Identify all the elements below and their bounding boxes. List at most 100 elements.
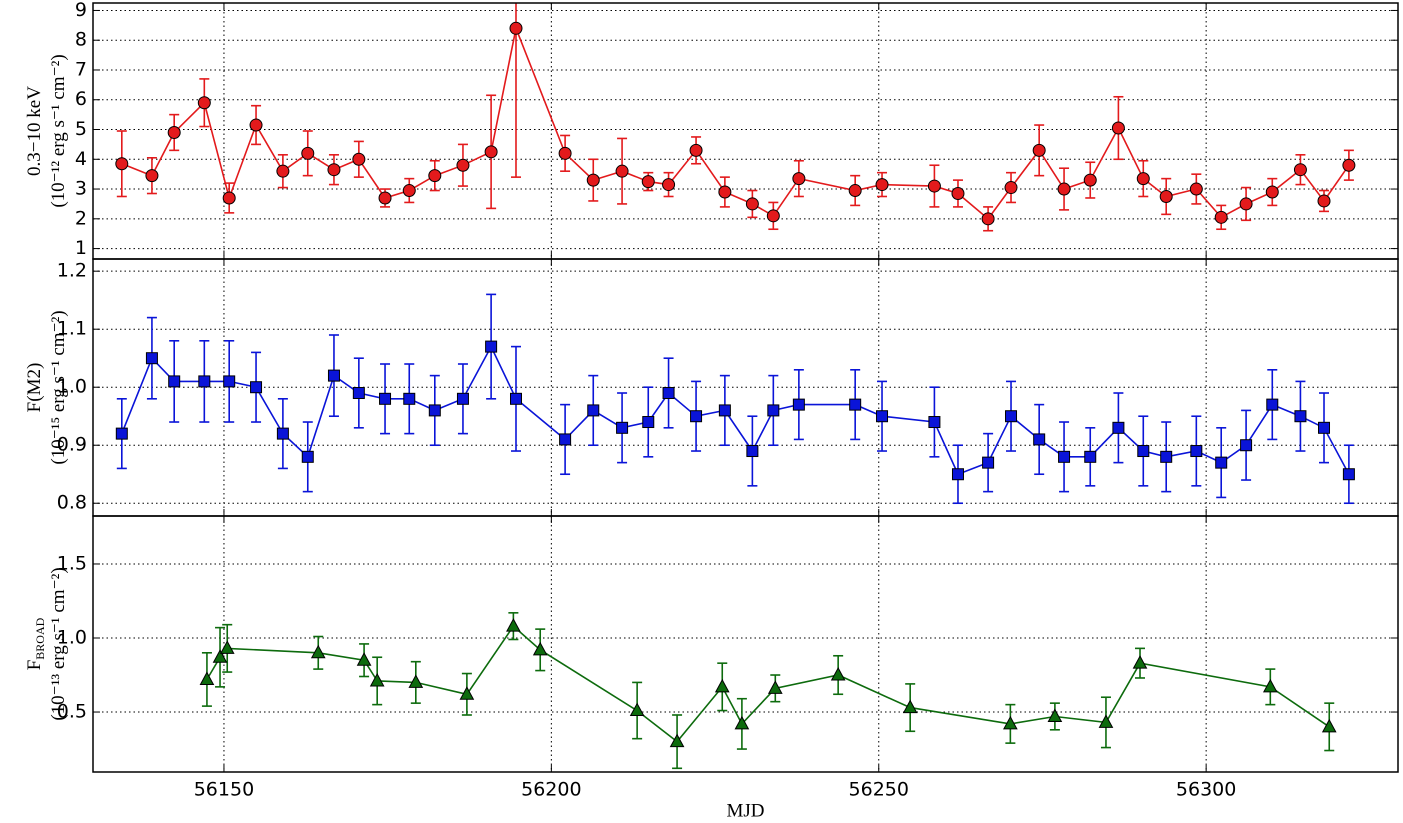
- marker: [408, 674, 424, 688]
- marker: [506, 618, 521, 632]
- marker: [168, 375, 181, 388]
- x-tick-label: 56300: [1176, 779, 1236, 801]
- marker: [532, 641, 548, 656]
- marker: [1262, 678, 1278, 693]
- y-tick-label: 4: [75, 148, 87, 170]
- y-tick-label: 0.5: [57, 701, 87, 723]
- marker: [352, 387, 365, 400]
- marker: [1215, 456, 1228, 469]
- marker: [249, 118, 263, 132]
- panel-frame: [92, 2, 1399, 260]
- marker: [145, 169, 159, 183]
- marker: [310, 644, 326, 659]
- y-tick-label: 0.9: [57, 434, 87, 456]
- marker: [1057, 182, 1071, 196]
- marker: [1032, 143, 1046, 157]
- marker: [734, 715, 750, 730]
- marker: [1111, 121, 1125, 135]
- y-tick-label: 1.1: [57, 318, 87, 340]
- marker: [586, 173, 600, 187]
- y-label-main: F: [24, 660, 45, 671]
- marker: [616, 421, 629, 434]
- marker: [1003, 715, 1018, 730]
- marker: [848, 184, 862, 198]
- marker: [1058, 450, 1071, 463]
- x-axis-label: MJD: [726, 800, 764, 821]
- marker: [951, 187, 965, 201]
- marker: [369, 672, 385, 687]
- marker: [327, 163, 341, 177]
- marker: [928, 416, 941, 429]
- marker: [1293, 163, 1307, 177]
- marker: [212, 649, 228, 663]
- marker: [485, 340, 498, 353]
- marker: [615, 164, 629, 178]
- marker: [197, 96, 211, 110]
- marker: [927, 179, 941, 193]
- marker: [1132, 655, 1148, 669]
- marker: [690, 410, 703, 423]
- y-tick-label: 1.0: [57, 627, 87, 649]
- y-tick-label: 8: [75, 29, 87, 51]
- marker: [1005, 410, 1018, 423]
- marker: [1318, 421, 1331, 434]
- marker: [456, 158, 470, 172]
- y-tick-label: 1.5: [57, 552, 87, 574]
- x-tick-label: 56250: [849, 779, 909, 801]
- marker: [849, 398, 862, 411]
- marker: [875, 178, 889, 192]
- marker: [379, 392, 392, 405]
- marker: [876, 410, 889, 423]
- x-tick-label: 56150: [194, 779, 254, 801]
- marker: [509, 392, 522, 405]
- marker: [559, 433, 572, 446]
- y-tick-label: 6: [75, 88, 87, 110]
- marker: [1265, 185, 1279, 199]
- marker: [982, 456, 995, 469]
- y-axis-label: F(M2) (10⁻¹⁵ erg s⁻¹ cm⁻²): [24, 310, 69, 464]
- marker: [484, 145, 498, 159]
- marker: [428, 404, 441, 417]
- marker: [1160, 450, 1173, 463]
- marker: [352, 152, 366, 166]
- marker: [250, 381, 263, 394]
- marker: [662, 387, 675, 400]
- y-tick-label: 3: [75, 178, 87, 200]
- y-label-line: (10⁻¹³ erg s⁻¹ cm⁻²): [48, 567, 69, 720]
- y-tick-label: 1.0: [57, 376, 87, 398]
- marker: [1317, 194, 1331, 208]
- marker: [718, 404, 731, 417]
- marker: [745, 197, 759, 211]
- marker: [669, 733, 685, 748]
- marker: [378, 191, 392, 205]
- marker: [219, 640, 235, 654]
- marker: [356, 652, 372, 666]
- marker: [327, 369, 340, 382]
- y-axis-label: 0.3−10 keV (10⁻¹² erg s⁻¹ cm⁻²): [24, 54, 69, 207]
- y-tick-label: 1.2: [57, 260, 87, 282]
- marker: [767, 680, 783, 694]
- marker: [662, 178, 676, 192]
- marker: [558, 146, 572, 160]
- marker: [1084, 450, 1097, 463]
- marker: [301, 146, 315, 160]
- marker: [714, 678, 730, 693]
- y-tick-label: 7: [75, 58, 87, 80]
- marker: [1190, 445, 1203, 458]
- marker: [1159, 189, 1173, 203]
- panel-frame: [92, 515, 1399, 773]
- marker: [641, 175, 655, 189]
- marker: [1112, 421, 1125, 434]
- y-tick-label: 2: [75, 207, 87, 229]
- y-label-line: 0.3−10 keV: [24, 86, 45, 176]
- y-label-sub: BROAD: [33, 617, 47, 659]
- marker: [1033, 433, 1046, 446]
- marker: [222, 191, 236, 205]
- marker: [1189, 182, 1203, 196]
- marker: [1294, 410, 1307, 423]
- marker: [830, 666, 846, 681]
- marker: [456, 392, 469, 405]
- y-label-line: (10⁻¹⁵ erg s⁻¹ cm⁻²): [48, 310, 69, 464]
- marker: [981, 212, 995, 226]
